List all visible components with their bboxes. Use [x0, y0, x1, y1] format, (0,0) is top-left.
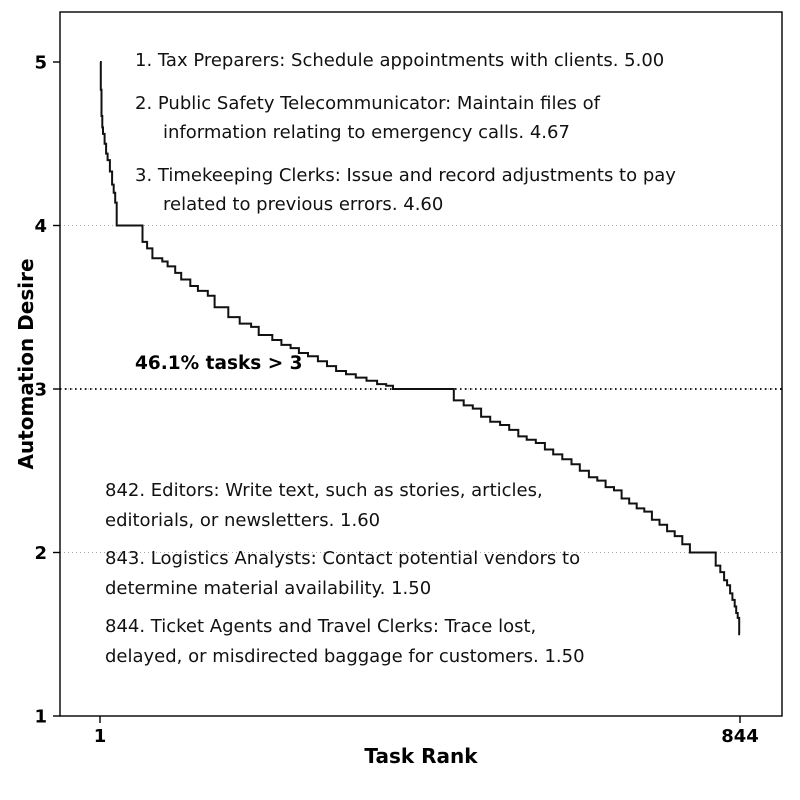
top-task-1: 1. Tax Preparers: Schedule appointments …	[135, 46, 676, 75]
x-axis-label: Task Rank	[364, 744, 478, 768]
bottom-task-844-line-2: delayed, or misdirected baggage for cust…	[105, 646, 585, 667]
plot-frame	[59, 11, 783, 717]
bottom-task-842-line-1: 842. Editors: Write text, such as storie…	[105, 480, 543, 501]
bottom-tasks-annotation: 842. Editors: Write text, such as storie…	[105, 476, 585, 680]
bottom-task-843-line-2: determine material availability. 1.50	[105, 578, 432, 599]
top-tasks-annotation: 1. Tax Preparers: Schedule appointments …	[135, 46, 676, 233]
y-tick-label-4: 4	[34, 216, 47, 237]
top-task-1-line-1: 1. Tax Preparers: Schedule appointments …	[135, 50, 665, 71]
top-task-3: 3. Timekeeping Clerks: Issue and record …	[135, 161, 676, 219]
y-tick-label-3: 3	[34, 380, 47, 401]
top-task-2-line-1: 2. Public Safety Telecommunicator: Maint…	[135, 93, 600, 114]
top-task-3-line-1: 3. Timekeeping Clerks: Issue and record …	[135, 165, 676, 186]
top-task-2-line-2: information relating to emergency calls.…	[163, 122, 570, 143]
bottom-task-843: 843. Logistics Analysts: Contact potenti…	[105, 544, 585, 604]
bottom-task-843-line-1: 843. Logistics Analysts: Contact potenti…	[105, 548, 581, 569]
y-tick-label-5: 5	[34, 53, 47, 74]
y-tick-label-2: 2	[34, 543, 47, 564]
x-tick-label-844: 844	[721, 726, 759, 747]
threshold-percentage-label: 46.1% tasks > 3	[135, 353, 303, 374]
step-curve	[99, 61, 741, 636]
bottom-task-844-line-1: 844. Ticket Agents and Travel Clerks: Tr…	[105, 616, 537, 637]
y-tick-label-1: 1	[34, 707, 47, 728]
bottom-task-842: 842. Editors: Write text, such as storie…	[105, 476, 585, 536]
y-axis-label: Automation Desire	[14, 258, 38, 470]
bottom-task-844: 844. Ticket Agents and Travel Clerks: Tr…	[105, 612, 585, 672]
top-task-2: 2. Public Safety Telecommunicator: Maint…	[135, 89, 676, 147]
x-tick-label-1: 1	[94, 726, 107, 747]
top-task-3-line-2: related to previous errors. 4.60	[163, 194, 444, 215]
bottom-task-842-line-2: editorials, or newsletters. 1.60	[105, 510, 381, 531]
